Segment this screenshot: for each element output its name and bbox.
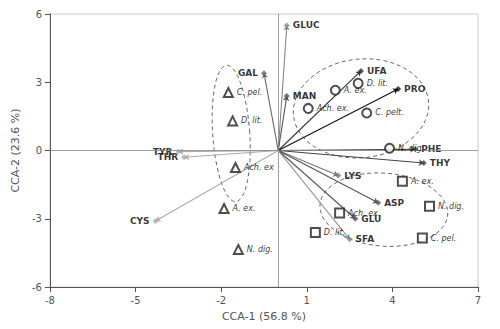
svg-text:1: 1	[304, 295, 310, 306]
svg-text:3: 3	[36, 77, 42, 88]
svg-text:D. lit.: D. lit.	[241, 116, 262, 125]
svg-text:CCA-1 (56.8 %): CCA-1 (56.8 %)	[222, 310, 306, 323]
svg-text:PRO: PRO	[404, 84, 426, 94]
svg-text:Ach. ex.: Ach. ex.	[316, 104, 349, 113]
svg-text:GLUC: GLUC	[293, 20, 320, 30]
svg-text:UFA: UFA	[367, 66, 386, 76]
svg-text:LYS: LYS	[344, 171, 361, 181]
svg-text:-6: -6	[32, 282, 42, 293]
svg-text:-8: -8	[45, 295, 55, 306]
svg-text:C. pel.: C. pel.	[431, 234, 456, 243]
svg-text:CCA-2 (23.6 %): CCA-2 (23.6 %)	[9, 108, 22, 192]
svg-text:CYS: CYS	[130, 216, 150, 226]
svg-text:C. pelt.: C. pelt.	[375, 108, 404, 117]
svg-text:A. ex.: A. ex.	[232, 204, 256, 213]
svg-text:GAL: GAL	[238, 68, 258, 78]
svg-text:D. lit.: D. lit.	[324, 228, 345, 237]
svg-text:ASP: ASP	[384, 198, 404, 208]
svg-text:D. lit.: D. lit.	[367, 79, 388, 88]
svg-text:THR: THR	[157, 152, 178, 162]
svg-text:MAN: MAN	[293, 91, 316, 101]
svg-text:GLU: GLU	[361, 213, 382, 224]
svg-text:-2: -2	[216, 295, 226, 306]
svg-text:PHE: PHE	[421, 144, 441, 154]
svg-text:0: 0	[36, 145, 42, 156]
svg-text:6: 6	[36, 9, 42, 20]
svg-text:A. ex.: A. ex.	[343, 86, 367, 95]
svg-text:-5: -5	[131, 295, 141, 306]
svg-text:-3: -3	[32, 213, 42, 224]
svg-text:N. dig.: N. dig.	[398, 144, 424, 153]
svg-text:A. ex.: A. ex.	[410, 177, 434, 186]
svg-text:7: 7	[475, 295, 481, 306]
svg-text:4: 4	[389, 295, 395, 306]
svg-text:Ach. ex.: Ach. ex.	[347, 209, 380, 218]
svg-text:N. dig.: N. dig.	[247, 245, 273, 254]
svg-text:C. pel.: C. pel.	[237, 88, 262, 97]
svg-text:THY: THY	[430, 158, 451, 168]
svg-text:N. dig.: N. dig.	[438, 202, 464, 211]
svg-text:Ach. ex: Ach. ex	[243, 163, 274, 172]
svg-text:SFA: SFA	[356, 234, 375, 244]
